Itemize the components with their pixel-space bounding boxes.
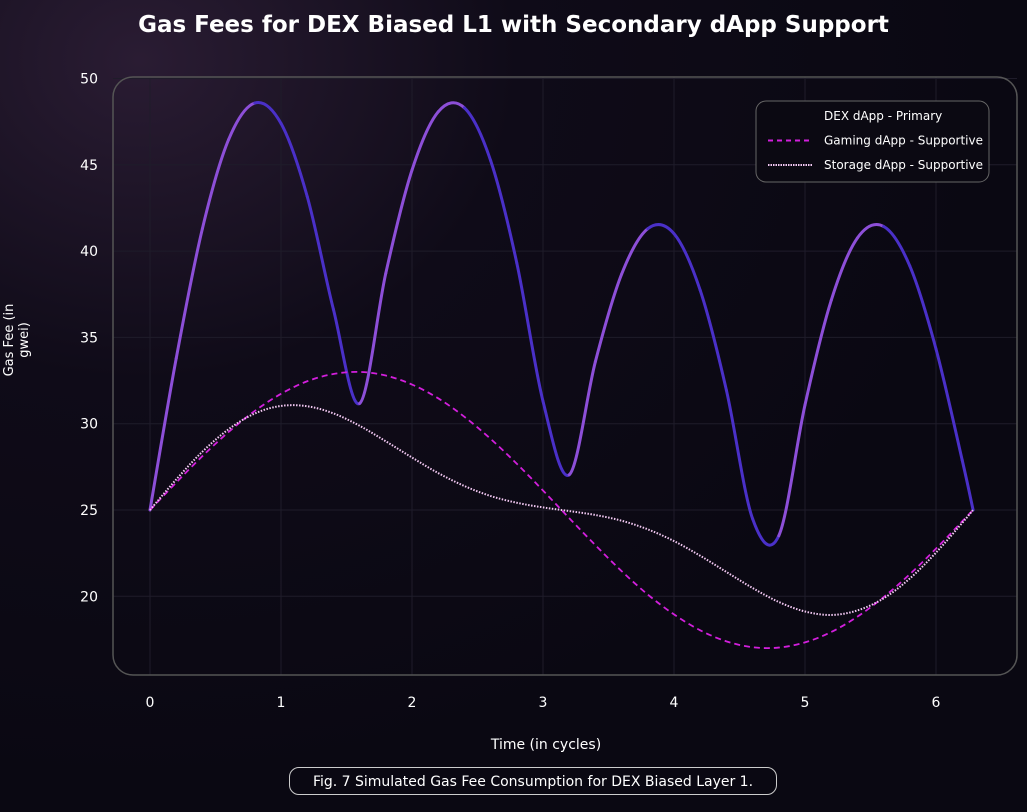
x-tick-label: 1: [277, 695, 286, 711]
x-tick-label: 5: [801, 695, 810, 711]
y-tick-label: 25: [80, 503, 98, 519]
dex-line-segment: [305, 194, 335, 311]
dex-line-segment: [882, 224, 912, 268]
dex-line-segment: [855, 223, 886, 240]
figure-caption: Fig. 7 Simulated Gas Fee Consumption for…: [289, 767, 777, 795]
dex-line-segment: [541, 399, 571, 477]
dex-line-segment: [358, 271, 388, 406]
x-tick-label: 4: [670, 695, 679, 711]
dex-line-segment: [200, 138, 231, 231]
dex-line-segment: [803, 298, 833, 407]
plot-frame: [112, 76, 1018, 676]
chart-title: Gas Fees for DEX Biased L1 with Secondar…: [138, 12, 889, 38]
y-tick-label: 40: [80, 244, 98, 260]
dex-line-segment: [515, 261, 545, 403]
legend-label: DEX dApp - Primary: [824, 109, 942, 123]
dex-line-segment: [960, 458, 975, 512]
dex-line-segment: [567, 360, 597, 477]
dex-line-segment: [253, 100, 283, 125]
x-tick-label: 2: [408, 695, 417, 711]
y-tick-label: 30: [80, 417, 98, 433]
dex-line-segment: [227, 101, 257, 142]
y-tick-label: 35: [80, 330, 98, 346]
dex-line-segment: [698, 288, 728, 392]
dex-line-segment: [462, 106, 493, 162]
dex-line-segment: [672, 232, 702, 292]
dex-line-segment: [148, 356, 178, 512]
legend-label: Gaming dApp - Supportive: [824, 134, 983, 148]
x-tick-label: 0: [146, 695, 155, 711]
series-lines: [148, 100, 975, 649]
legend-box: [755, 100, 990, 183]
dex-line-segment: [724, 388, 755, 521]
dex-line-segment: [410, 110, 440, 172]
y-tick-label: 20: [80, 589, 98, 605]
dex-line-segment: [908, 264, 938, 351]
dex-line-segment: [934, 347, 964, 462]
dex-line-segment: [829, 236, 859, 302]
dex-line-segment: [593, 272, 624, 364]
gaming-line: [149, 370, 974, 649]
dex-line-segment: [620, 227, 650, 276]
dex-line-segment: [384, 168, 414, 275]
x-tick-label: 3: [539, 695, 548, 711]
dex-line-segment: [751, 517, 781, 547]
x-axis-label: Time (in cycles): [490, 737, 602, 753]
legend: DEX dApp - Primary Gaming dApp - Supporti…: [755, 100, 990, 183]
legend-label: Storage dApp - Supportive: [824, 158, 983, 172]
dex-line-segment: [174, 227, 204, 360]
y-tick-label: 50: [80, 72, 98, 88]
dex-line-segment: [436, 101, 466, 114]
dex-line-segment: [489, 158, 519, 265]
storage-line: [149, 404, 974, 616]
dex-line-segment: [331, 307, 362, 406]
x-tick-label: 6: [932, 695, 941, 711]
dex-line-segment: [646, 223, 676, 236]
y-tick-label: 45: [80, 158, 98, 174]
dex-line-segment: [279, 121, 309, 198]
dex-line-segment: [777, 403, 807, 538]
